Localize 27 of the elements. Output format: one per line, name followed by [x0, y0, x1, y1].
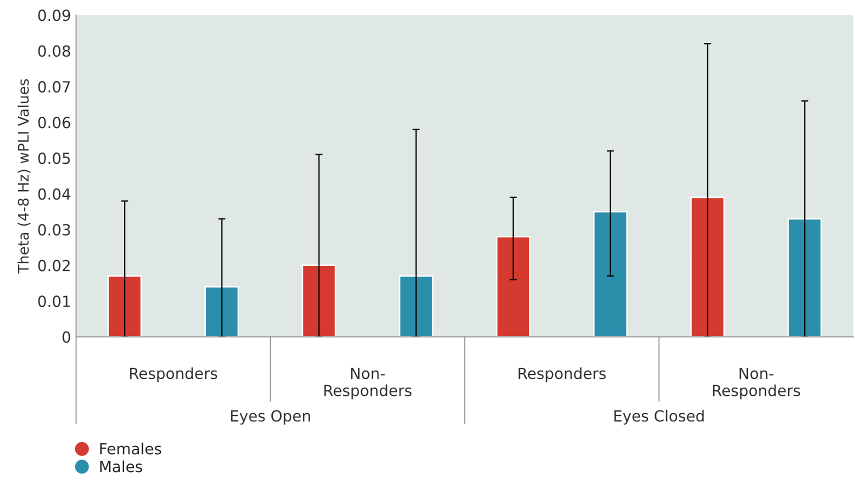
y-axis-title: Theta (4-8 Hz) wPLI Values: [18, 79, 31, 274]
y-tick-label: 0: [62, 331, 70, 343]
text: Eyes Closed: [614, 410, 704, 425]
bar: [204, 286, 240, 337]
bar: [107, 275, 142, 337]
bar: [788, 218, 822, 337]
bar: [496, 236, 530, 337]
y-tick-label: 0.08: [38, 45, 70, 57]
y-tick-label: 0.01: [38, 296, 70, 308]
bar: [593, 210, 628, 337]
x-tick-label: Responders: [518, 367, 606, 382]
legend-label: Males: [100, 460, 142, 472]
legend-label: Females: [100, 442, 162, 454]
y-tick-label: 0.04: [38, 188, 70, 200]
y-tick-label: 0.07: [38, 81, 70, 93]
y-tick-label: 0.02: [38, 260, 70, 272]
text: Eyes Open: [231, 410, 310, 425]
x-tick-label: Responders: [130, 367, 218, 382]
x-tick-label: Non- Responders: [712, 368, 800, 400]
y-tick-label: 0.05: [38, 152, 70, 164]
y-tick-label: 0.09: [38, 10, 70, 22]
bar: [398, 275, 434, 337]
x-tick-label: Non- Responders: [324, 368, 412, 400]
bar: [302, 264, 336, 337]
y-tick-label: 0.06: [38, 116, 70, 128]
bar: [690, 196, 725, 337]
y-tick-label: 0.03: [38, 224, 70, 236]
